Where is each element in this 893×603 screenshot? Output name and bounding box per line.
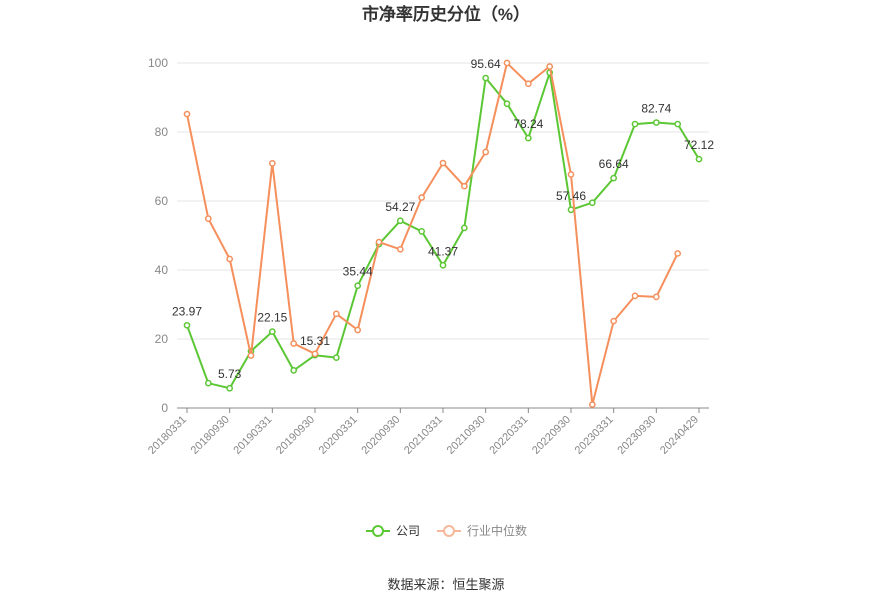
data-point	[588, 199, 596, 207]
series-line-1	[186, 62, 679, 406]
data-label: 23.97	[172, 304, 202, 318]
data-label: 22.15	[257, 311, 287, 325]
x-tick-label: 20210930	[445, 414, 488, 457]
series-line-0	[186, 71, 700, 390]
data-point	[460, 224, 468, 232]
data-label: 66.64	[599, 157, 629, 171]
series-group	[183, 59, 703, 408]
data-point	[396, 217, 404, 225]
data-point	[567, 206, 575, 214]
data-point	[610, 174, 618, 182]
data-point	[375, 238, 383, 246]
x-axis: 20180331 20180930 20190331 20190930 20200331…	[146, 407, 709, 457]
data-point	[204, 215, 212, 222]
x-tick-label: 20190930	[274, 414, 317, 457]
data-point	[418, 228, 426, 235]
data-point	[247, 352, 255, 359]
data-label: 78.24	[513, 117, 543, 131]
x-tick-label: 20180331	[146, 414, 189, 457]
data-point	[226, 255, 234, 263]
data-label: 5.73	[218, 367, 242, 381]
data-point	[631, 292, 639, 300]
legend-label: 行业中位数	[467, 523, 527, 538]
data-point	[674, 120, 682, 128]
legend-item-0[interactable]: 公司	[366, 524, 420, 538]
data-point	[226, 384, 234, 392]
data-point	[631, 120, 639, 128]
chart-title: 市净率历史分位（%）	[362, 4, 530, 24]
data-point	[503, 100, 511, 108]
data-label: 41.37	[428, 244, 458, 258]
y-tick-label: 0	[161, 401, 168, 415]
grid	[177, 62, 709, 340]
data-label: 35.44	[343, 265, 373, 279]
data-point	[183, 110, 191, 118]
data-label: 15.31	[300, 334, 330, 348]
y-tick-label: 80	[155, 125, 169, 139]
data-point	[332, 354, 340, 361]
data-point	[290, 367, 298, 374]
legend-item-1[interactable]: 行业中位数	[437, 523, 527, 538]
x-tick-label: 20200930	[359, 414, 402, 457]
data-point	[567, 171, 575, 178]
x-tick-label: 20220331	[487, 414, 530, 457]
legend-marker	[372, 525, 384, 537]
data-point	[610, 317, 618, 325]
data-point	[588, 401, 596, 408]
data-label: 54.27	[385, 200, 415, 214]
x-tick-label: 20190331	[231, 414, 274, 457]
data-point	[332, 310, 340, 318]
y-tick-label: 40	[155, 263, 169, 277]
data-point	[695, 155, 703, 163]
data-point	[268, 160, 276, 167]
x-tick-label: 20200331	[317, 414, 360, 457]
data-point	[460, 182, 468, 190]
data-point	[503, 59, 511, 67]
x-tick-label: 20240429	[658, 414, 701, 457]
legend-label: 公司	[396, 524, 420, 538]
x-tick-label: 20230331	[573, 414, 616, 457]
data-point	[439, 159, 447, 167]
y-tick-label: 100	[148, 56, 168, 70]
data-point	[482, 74, 490, 82]
y-tick-label: 20	[155, 332, 169, 346]
y-tick-label: 60	[155, 194, 169, 208]
data-point	[546, 63, 554, 70]
data-label: 95.64	[471, 57, 501, 71]
data-point	[652, 293, 660, 301]
data-point	[524, 134, 532, 142]
data-point	[268, 328, 276, 335]
data-point	[290, 340, 298, 347]
data-point	[183, 321, 191, 329]
data-label: 82.74	[641, 102, 671, 116]
data-point	[396, 245, 404, 253]
data-point	[354, 326, 362, 334]
data-point	[674, 250, 682, 257]
x-tick-label: 20220930	[530, 414, 573, 457]
legend-marker	[443, 525, 455, 537]
legend[interactable]: 公司 行业中位数	[366, 523, 527, 538]
data-point	[204, 379, 212, 387]
data-point	[652, 119, 660, 126]
data-label: 57.46	[556, 189, 586, 203]
data-point	[482, 148, 490, 156]
data-label: 72.12	[684, 138, 714, 152]
source-text: 数据来源：恒生聚源	[387, 577, 504, 592]
x-tick-label: 20210331	[402, 414, 445, 457]
x-tick-label: 20180930	[189, 414, 232, 457]
data-point	[524, 80, 532, 88]
data-point	[311, 350, 319, 358]
data-point	[439, 261, 447, 269]
data-point	[418, 194, 426, 201]
data-point	[354, 282, 362, 290]
y-axis: 0 20 40 60 80 100	[148, 56, 168, 415]
x-tick-label: 20230930	[615, 414, 658, 457]
data-labels: 23.97 5.73 22.15 15.31 35.44 54.27 41.37 95.64 7…	[172, 57, 714, 381]
